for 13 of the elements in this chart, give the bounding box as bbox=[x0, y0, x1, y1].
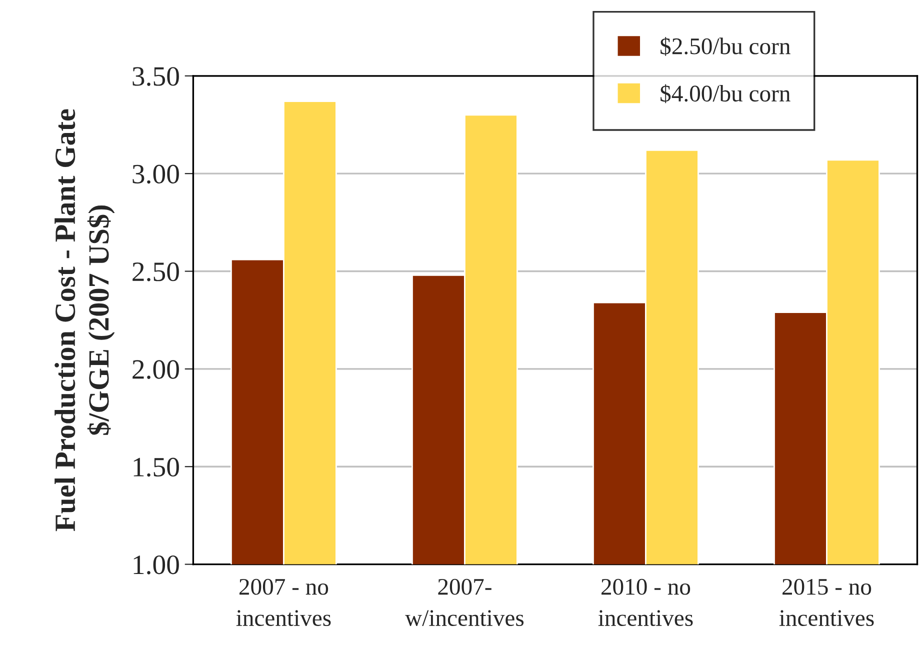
y-axis-title: Fuel Production Cost - Plant Gate $/GGE (2007 US$) bbox=[54, 109, 115, 532]
y-tick-label: 2.00 bbox=[132, 360, 179, 379]
x-tick-label: 2015 - no incentives bbox=[779, 578, 874, 626]
legend-label: $4.00/bu corn bbox=[660, 84, 790, 104]
y-tick-label: 3.50 bbox=[132, 67, 179, 86]
y-tick-label: 1.50 bbox=[134, 458, 179, 477]
legend-label: $2.50/bu corn bbox=[660, 36, 790, 56]
y-tick-label: 1.00 bbox=[134, 555, 179, 574]
x-tick-label: 2007- w/incentives bbox=[405, 578, 524, 626]
x-tick-label: 2007 - no incentives bbox=[236, 578, 331, 626]
y-tick-label: 2.50 bbox=[132, 262, 179, 282]
y-tick-label: 3.00 bbox=[132, 164, 179, 184]
x-tick-label: 2010 - no incentives bbox=[598, 578, 693, 626]
